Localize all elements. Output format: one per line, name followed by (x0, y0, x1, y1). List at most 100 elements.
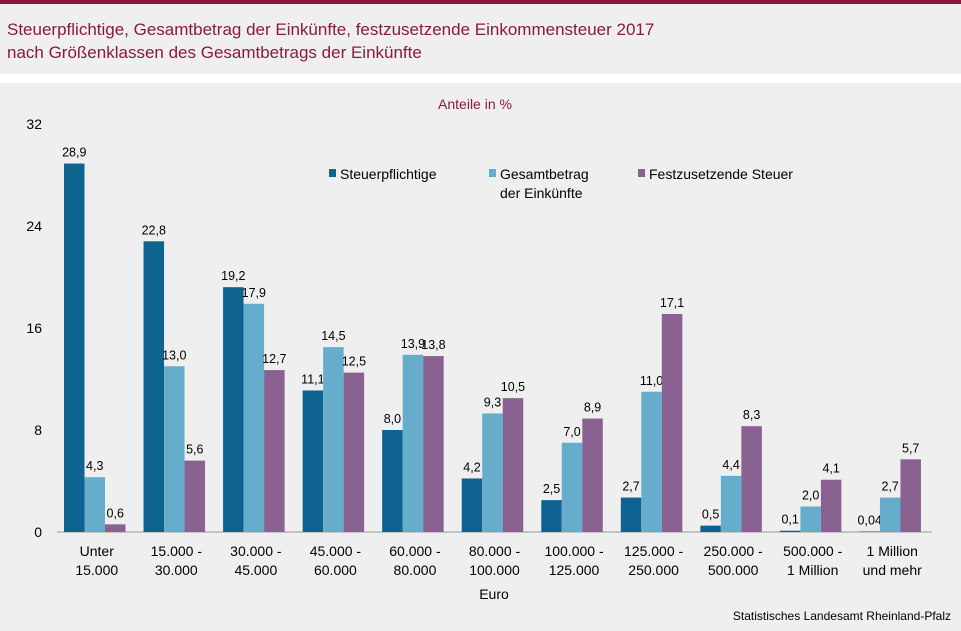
bar-s2-c2 (264, 370, 285, 532)
title-separator (0, 74, 961, 83)
data-label-s1-c3: 14,5 (321, 329, 345, 343)
bar-s1-c10 (879, 497, 901, 532)
x-tick-label-5-1: 100.000 (469, 562, 520, 578)
x-tick-label-6-1: 125.000 (549, 562, 600, 578)
data-label-s1-c5: 9,3 (484, 395, 501, 409)
bar-s1-c8 (720, 475, 742, 532)
x-tick-label-9-1: 1 Million (787, 562, 838, 578)
data-label-s0-c8: 0,5 (702, 508, 719, 522)
y-tick-label-0: 0 (34, 524, 42, 540)
legend-label-1-0: Gesamtbetrag (500, 166, 589, 182)
data-label-s2-c0: 0,6 (107, 506, 124, 520)
bar-s2-c6 (582, 418, 603, 532)
data-label-s0-c6: 2,5 (543, 482, 560, 496)
x-axis-label: Euro (479, 586, 509, 602)
data-label-s0-c7: 2,7 (622, 480, 639, 494)
data-label-s0-c0: 28,9 (62, 146, 86, 160)
x-tick-label-1-0: 15.000 - (151, 543, 203, 559)
x-tick-label-3-1: 60.000 (314, 562, 357, 578)
data-label-s1-c4: 13,9 (401, 337, 425, 351)
x-tick-label-5-0: 80.000 - (469, 543, 521, 559)
legend-swatch-1 (489, 169, 496, 177)
legend-swatch-2 (638, 169, 645, 177)
x-tick-label-6-0: 100.000 - (544, 543, 603, 559)
bar-s2-c3 (343, 372, 365, 532)
bar-s2-c10 (900, 459, 921, 532)
x-tick-label-2-1: 45.000 (234, 562, 277, 578)
data-label-s0-c2: 19,2 (221, 269, 245, 283)
legend-swatch-0 (329, 169, 336, 177)
y-tick-label-3: 24 (26, 218, 42, 234)
bar-s2-c0 (105, 524, 126, 532)
data-label-s2-c3: 12,5 (342, 355, 366, 369)
bar-s0-c10 (859, 531, 880, 532)
bar-s1-c9 (800, 506, 821, 532)
x-tick-label-4-0: 60.000 - (389, 543, 441, 559)
data-label-s2-c9: 4,1 (822, 462, 839, 476)
y-tick-label-2: 16 (26, 320, 42, 336)
x-tick-label-0-0: Unter (80, 543, 115, 559)
data-label-s2-c8: 8,3 (743, 408, 760, 422)
source-note: Statistisches Landesamt Rheinland-Pfalz (732, 609, 951, 623)
data-label-s0-c10: 0,04 (858, 513, 882, 527)
data-label-s1-c0: 4,3 (86, 459, 103, 473)
x-tick-label-10-1: und mehr (863, 562, 922, 578)
data-label-s0-c4: 8,0 (384, 412, 401, 426)
data-label-s1-c1: 13,0 (162, 348, 186, 362)
y-tick-label-4: 32 (26, 116, 42, 132)
x-tick-label-2-0: 30.000 - (230, 543, 282, 559)
data-label-s1-c9: 2,0 (802, 489, 819, 503)
data-label-s1-c10: 2,7 (882, 480, 899, 494)
bar-s1-c6 (561, 442, 583, 532)
x-tick-label-8-0: 250.000 - (704, 543, 763, 559)
data-label-s2-c6: 8,9 (584, 401, 601, 415)
title-area: Steuerpflichtige, Gesamtbetrag der Einkü… (0, 4, 961, 74)
data-label-s2-c4: 13,8 (421, 338, 445, 352)
data-label-s0-c9: 0,1 (781, 513, 798, 527)
x-tick-label-0-1: 15.000 (75, 562, 118, 578)
x-tick-label-3-0: 45.000 - (310, 543, 362, 559)
bar-s2-c4 (423, 356, 444, 532)
bar-s1-c5 (482, 413, 503, 532)
bar-s2-c1 (184, 460, 206, 532)
bar-s1-c2 (243, 303, 265, 532)
bar-s1-c7 (641, 391, 662, 532)
bar-s1-c3 (323, 347, 344, 532)
bar-s2-c8 (741, 426, 762, 532)
x-tick-label-9-0: 500.000 - (783, 543, 842, 559)
data-label-s0-c3: 11,1 (301, 372, 324, 386)
data-label-s0-c1: 22,8 (142, 223, 166, 237)
data-label-s1-c8: 4,4 (722, 458, 739, 472)
legend-label-0-0: Steuerpflichtige (340, 166, 437, 182)
legend-label-2-0: Festzusetzende Steuer (649, 166, 793, 182)
bar-s0-c6 (541, 500, 562, 532)
bar-s2-c5 (502, 398, 524, 532)
x-tick-label-7-1: 250.000 (628, 562, 679, 578)
bar-s0-c9 (779, 530, 801, 532)
x-tick-label-1-1: 30.000 (155, 562, 198, 578)
bar-s0-c1 (143, 241, 165, 533)
x-tick-label-8-1: 500.000 (708, 562, 759, 578)
chart-subtitle: Anteile in % (438, 96, 512, 112)
x-tick-label-10-0: 1 Million (867, 543, 918, 559)
bar-s2-c9 (820, 479, 842, 532)
bar-s0-c0 (64, 163, 85, 532)
x-tick-label-7-0: 125.000 - (624, 543, 683, 559)
bar-s1-c4 (402, 354, 424, 532)
data-label-s2-c5: 10,5 (501, 380, 525, 394)
top-accent-rule (0, 0, 961, 4)
data-label-s2-c1: 5,6 (186, 443, 203, 457)
y-tick-label-1: 8 (34, 422, 42, 438)
bar-s2-c7 (661, 313, 683, 532)
data-label-s1-c6: 7,0 (563, 425, 580, 439)
data-label-s2-c7: 17,1 (660, 296, 684, 310)
bar-s1-c1 (164, 366, 185, 532)
bar-s0-c8 (700, 525, 721, 532)
bar-s0-c2 (223, 287, 244, 532)
bar-s1-c0 (84, 477, 105, 532)
data-label-s0-c5: 4,2 (463, 460, 480, 474)
bar-s0-c4 (382, 430, 403, 532)
chart-title-line-2: nach Größenklassen des Gesamtbetrags der… (7, 43, 422, 62)
data-label-s2-c2: 12,7 (262, 352, 286, 366)
bar-chart: Anteile in % 0 8 16 24 32 28,9 4,3 0,6 Unter 15.00… (26, 96, 932, 602)
